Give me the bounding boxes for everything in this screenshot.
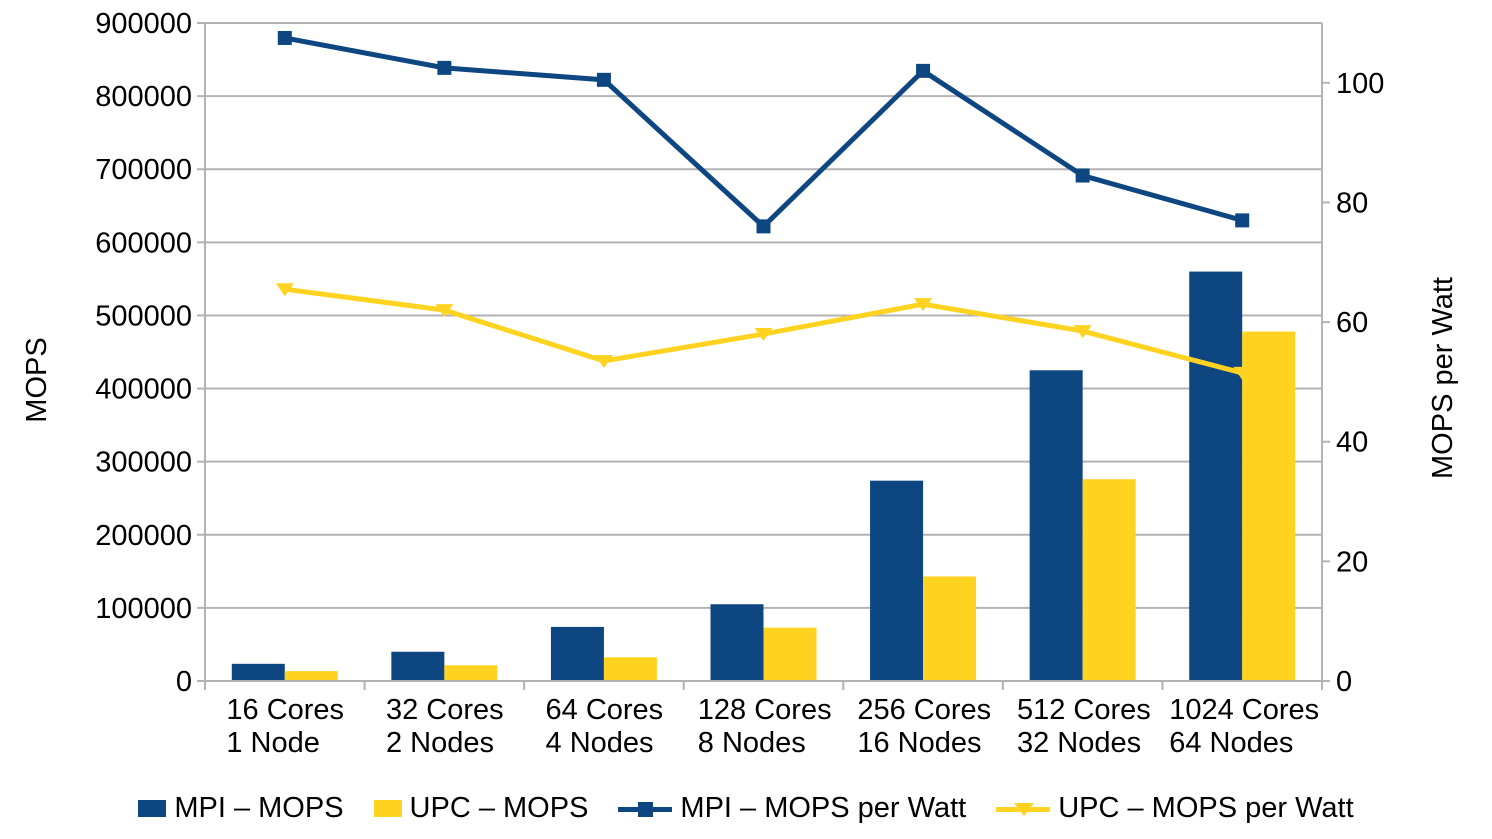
right-axis-tick-label: 40 (1336, 427, 1368, 459)
legend-swatch-rect (373, 800, 402, 817)
marker-triangle-0 (275, 283, 294, 297)
legend-label: UPC – MOPS (409, 792, 589, 824)
x-axis-label-5: 512 Cores 32 Nodes (1017, 694, 1151, 759)
x-axis-label-3: 128 Cores 8 Nodes (698, 694, 832, 759)
bar-mpi-mops-0 (231, 663, 285, 681)
marker-triangle-2 (594, 354, 613, 368)
left-axis-tick-label: 500000 (95, 300, 192, 332)
bar-upc-mops-0 (284, 671, 338, 681)
right-axis-tick-label: 100 (1336, 68, 1384, 100)
left-axis-tick-label: 0 (176, 666, 192, 698)
left-axis-tick-label: 600000 (95, 227, 192, 259)
legend-item: UPC – MOPS per Watt (996, 792, 1354, 824)
right-axis-tick-label: 80 (1336, 187, 1368, 219)
marker-triangle-5 (1073, 325, 1092, 339)
left-axis-tick-label: 100000 (95, 593, 192, 625)
bar-upc-mops-1 (444, 665, 498, 681)
x-axis-label-2: 64 Cores 4 Nodes (546, 694, 664, 759)
legend-label: MPI – MOPS per Watt (680, 792, 967, 824)
legend-item: MPI – MOPS (138, 792, 344, 824)
bar-mpi-mops-3 (710, 604, 764, 681)
bar-upc-mops-6 (1242, 331, 1296, 681)
left-axis-tick-label: 800000 (95, 81, 192, 113)
bar-mpi-mops-4 (870, 480, 924, 681)
right-axis-tick-label: 0 (1336, 666, 1352, 698)
left-axis-title: MOPS (21, 337, 53, 422)
left-axis-tick-label: 400000 (95, 374, 192, 406)
left-axis-tick-label: 900000 (95, 8, 192, 40)
legend-swatch-rect (138, 800, 167, 817)
bar-upc-mops-4 (923, 576, 977, 681)
right-axis-tick-label: 60 (1336, 307, 1368, 339)
legend-item: MPI – MOPS per Watt (618, 794, 966, 823)
right-axis-tick-label: 20 (1336, 546, 1368, 578)
legend-swatch-line-square (618, 799, 673, 819)
left-axis-tick-label: 300000 (95, 447, 192, 479)
legend-label: MPI – MOPS (174, 792, 344, 824)
legend-label: UPC – MOPS per Watt (1058, 792, 1354, 824)
x-axis-label-6: 1024 Cores 64 Nodes (1169, 694, 1319, 759)
triangle-marker-icon (1014, 802, 1035, 816)
x-axis-label-1: 32 Cores 2 Nodes (386, 694, 504, 759)
bar-mpi-mops-1 (391, 651, 445, 681)
x-axis-label-4: 256 Cores 16 Nodes (857, 694, 991, 759)
square-marker-icon (638, 801, 654, 817)
bar-mpi-mops-6 (1189, 271, 1243, 681)
bar-upc-mops-5 (1082, 479, 1136, 681)
marker-square-6 (1235, 213, 1250, 228)
legend-swatch-line-triangle (996, 799, 1051, 819)
marker-square-4 (916, 63, 931, 78)
marker-square-1 (437, 60, 452, 75)
x-axis-label-0: 16 Cores 1 Node (226, 694, 344, 759)
left-axis-tick-label: 200000 (95, 520, 192, 552)
right-axis-title: MOPS per Watt (1427, 277, 1459, 479)
legend-item: UPC – MOPS (373, 792, 589, 824)
bar-upc-mops-3 (763, 627, 817, 681)
marker-triangle-6 (1233, 366, 1252, 380)
marker-triangle-1 (435, 304, 454, 318)
bar-upc-mops-2 (603, 657, 657, 681)
marker-triangle-3 (754, 328, 773, 342)
marker-square-3 (756, 219, 771, 234)
marker-square-5 (1075, 168, 1090, 183)
marker-square-2 (596, 72, 611, 87)
chart-legend: MPI – MOPS UPC – MOPS MPI – MOPS per Watt U… (0, 794, 1492, 823)
bar-mpi-mops-5 (1029, 370, 1083, 681)
marker-triangle-4 (914, 298, 933, 312)
marker-square-0 (277, 30, 292, 45)
bar-mpi-mops-2 (550, 626, 604, 681)
line-mpi-mops-per-watt (284, 35, 1243, 230)
left-axis-tick-label: 700000 (95, 154, 192, 186)
